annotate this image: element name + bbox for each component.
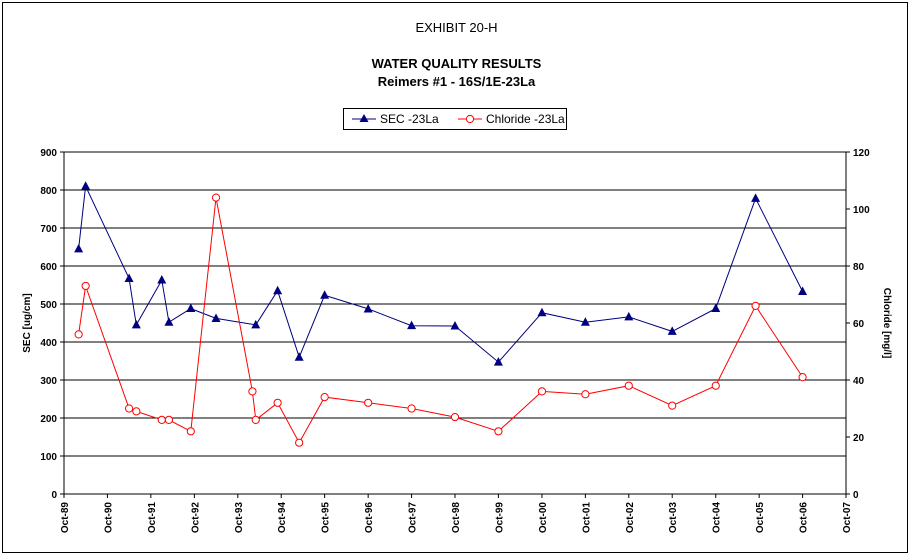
sec-point [164, 317, 174, 326]
sec-point [537, 307, 547, 317]
sec-point [711, 303, 721, 313]
series-line-chloride [78, 197, 804, 444]
y-right-tick-label: 120 [853, 148, 870, 159]
chloride-point [537, 387, 547, 396]
x-tick-label: Oct-02 [625, 502, 636, 534]
sec-point [124, 273, 134, 283]
chloride-point [711, 381, 720, 390]
legend-sec-swatch [352, 114, 376, 122]
series-line-sec [78, 184, 804, 363]
x-tick-label: Oct-04 [712, 502, 723, 534]
y-left-tick-label: 700 [40, 224, 57, 235]
y-right-tick-label: 80 [853, 262, 865, 273]
y-right-tick-label: 0 [853, 490, 859, 501]
x-tick-label: Oct-03 [668, 502, 679, 534]
sec-point [273, 285, 283, 295]
chloride-point [295, 438, 304, 447]
y-right-tick-label: 60 [853, 319, 865, 330]
chloride-point [494, 427, 503, 436]
y-right-tick-label: 40 [853, 376, 865, 387]
x-tick-label: Oct-01 [581, 502, 592, 534]
y-left-tick-label: 500 [40, 300, 57, 311]
y-right-tick-label: 100 [853, 205, 870, 216]
y-left-tick-label: 600 [40, 262, 57, 273]
chloride-point [581, 390, 590, 399]
x-tick-label: Oct-05 [755, 502, 766, 534]
y-left-tick-label: 300 [40, 376, 57, 387]
chloride-point [751, 301, 760, 310]
sec-point [131, 319, 141, 329]
chart-title: WATER QUALITY RESULTS [371, 56, 542, 71]
chart-legend: SEC -23La Chloride -23La [343, 108, 567, 130]
chloride-point [320, 393, 329, 402]
chloride-point [124, 404, 134, 413]
x-tick-label: Oct-94 [277, 502, 288, 534]
x-tick-label: Oct-96 [364, 502, 375, 534]
sec-point [294, 352, 304, 361]
chart-frame [2, 2, 908, 553]
chloride-point [186, 427, 195, 436]
sec-point [493, 357, 503, 366]
chart-subtitle: Reimers #1 - 16S/1E-23La [377, 74, 536, 89]
x-tick-label: Oct-97 [408, 502, 419, 534]
chloride-point [74, 330, 83, 339]
sec-point [251, 319, 261, 329]
chloride-point [81, 281, 90, 291]
x-tick-label: Oct-00 [538, 502, 549, 534]
y-left-tick-label: 400 [40, 338, 57, 349]
x-tick-label: Oct-98 [451, 502, 462, 534]
legend-chloride-label: Chloride -23La [486, 112, 565, 126]
sec-point [186, 303, 196, 313]
sec-point [798, 286, 808, 295]
chloride-point [450, 412, 460, 422]
chloride-point [407, 404, 416, 413]
x-tick-label: Oct-95 [321, 502, 332, 534]
chloride-point [164, 415, 174, 424]
chloride-point [364, 398, 373, 407]
sec-point [157, 275, 167, 284]
chloride-point [624, 381, 633, 390]
exhibit-label: EXHIBIT 20-H [415, 20, 498, 35]
sec-point [74, 243, 84, 253]
sec-point [407, 320, 417, 330]
x-tick-label: Oct-06 [799, 502, 810, 534]
x-tick-label: Oct-07 [842, 502, 853, 534]
y-right-tick-label: 20 [853, 433, 865, 444]
y-left-tick-label: 900 [40, 148, 57, 159]
sec-point [211, 313, 221, 322]
chloride-point [211, 193, 221, 202]
x-tick-label: Oct-90 [103, 502, 114, 534]
x-tick-label: Oct-89 [60, 502, 71, 534]
sec-point [450, 321, 460, 330]
y-left-tick-label: 0 [51, 490, 57, 501]
chloride-point [248, 387, 257, 396]
sec-point [580, 317, 590, 326]
sec-point [667, 326, 677, 335]
x-tick-label: Oct-93 [234, 502, 245, 534]
legend-chloride-swatch [458, 114, 482, 124]
y-left-tick-label: 200 [40, 414, 57, 425]
chloride-point [273, 398, 282, 407]
sec-point [81, 181, 91, 190]
y-axis-right-label: Chloride [mg/l] [881, 288, 892, 359]
chloride-point [251, 415, 260, 424]
y-axis-left-label: SEC [ug/cm] [22, 293, 33, 352]
chloride-point [668, 401, 677, 410]
sec-point [363, 303, 373, 313]
sec-point [320, 290, 330, 299]
x-tick-label: Oct-91 [147, 502, 158, 534]
x-tick-label: Oct-99 [494, 502, 505, 534]
chloride-point [157, 415, 166, 424]
chloride-point [132, 407, 141, 416]
sec-point [751, 193, 761, 202]
y-left-tick-label: 100 [40, 452, 57, 463]
legend-sec-label: SEC -23La [380, 112, 439, 126]
chloride-point [798, 373, 807, 382]
y-left-tick-label: 800 [40, 186, 57, 197]
sec-point [624, 311, 634, 321]
x-tick-label: Oct-92 [190, 502, 201, 534]
